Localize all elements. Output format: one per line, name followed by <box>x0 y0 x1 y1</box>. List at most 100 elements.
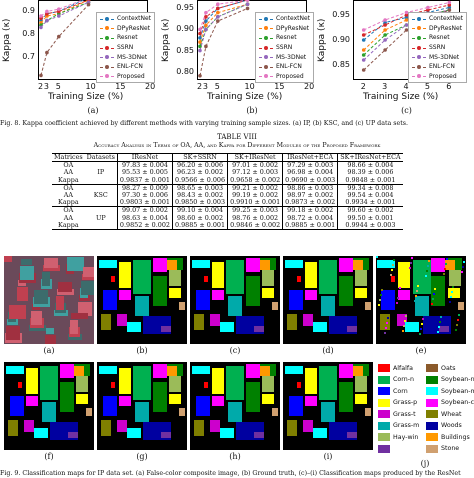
legend-label: MS-3DNet <box>276 53 307 61</box>
chart-subcaption: (b) <box>246 106 258 115</box>
data-point <box>216 6 220 11</box>
class-name: Alfalfa <box>393 364 413 372</box>
series-line-enl-fcn <box>40 4 89 76</box>
value-cell: 99.19 ± 0.002 <box>227 191 283 200</box>
class-color-swatch <box>426 398 438 407</box>
metric-cell: OA <box>63 206 74 215</box>
legend-marker <box>259 54 273 60</box>
data-point <box>383 33 387 37</box>
y-tick-label: 0.7 <box>22 52 35 62</box>
data-point <box>447 8 452 12</box>
x-tick-label: 3 <box>202 82 208 91</box>
legend-label: SSRN <box>276 44 293 52</box>
y-axis-label: Kappa (κ) <box>2 18 12 62</box>
class-legend-item: Grass-p <box>378 398 417 407</box>
data-point <box>39 73 43 78</box>
legend-marker <box>259 16 273 22</box>
legend-marker <box>100 16 114 22</box>
legend-entry: DPyResNet <box>259 24 310 34</box>
value-cell: 99.07 ± 0.002 <box>116 206 173 215</box>
y-tick-label: 0.90 <box>332 35 350 44</box>
class-color-swatch <box>426 410 438 418</box>
value-cell: 0.9885 ± 0.001 <box>282 221 338 230</box>
classification-map <box>97 362 187 450</box>
legend-subcaption: (j) <box>420 459 430 468</box>
y-axis-label: Kappa (κ) <box>161 18 171 62</box>
class-legend-item: Corn <box>378 387 408 395</box>
data-point <box>204 10 208 15</box>
data-point <box>404 13 409 17</box>
legend-entry: MS-3DNet <box>259 52 310 62</box>
value-cell: 97.01 ± 0.002 <box>227 161 283 170</box>
data-point <box>361 33 366 37</box>
dataset-cell: UP <box>95 213 106 222</box>
data-point <box>245 0 250 2</box>
map-subcaption: (b) <box>136 346 148 355</box>
class-name: Soybean-n <box>441 376 474 383</box>
series-line-ms-3dnet <box>199 3 248 51</box>
data-point <box>204 27 208 32</box>
series-line-contextnet <box>40 0 85 21</box>
chart-subcaption: (c) <box>401 106 412 115</box>
table-header-cell: Datasets <box>86 153 115 161</box>
class-name: Stone <box>441 445 460 452</box>
series-line-dpyresnet <box>199 3 248 43</box>
class-color-swatch <box>378 433 390 441</box>
legend-label: DPyResNet <box>276 24 310 32</box>
value-cell: 0.9566 ± 0.006 <box>171 176 228 185</box>
series-line-proposed <box>199 0 248 30</box>
dataset-cell <box>85 199 118 207</box>
value-cell: 98.65 ± 0.003 <box>171 184 228 193</box>
x-tick-label: 10 <box>85 82 96 91</box>
legend-label: SSRN <box>117 44 134 52</box>
table-row: Kappa 0.9803 ± 0.001 0.9850 ± 0.003 0.9910 … <box>52 199 403 207</box>
y-tick-label: 0.90 <box>176 24 194 34</box>
metric-cell: AA <box>63 213 73 222</box>
legend-marker <box>259 64 273 70</box>
class-legend-item: Grass-t <box>378 410 416 418</box>
y-tick-label: 0.9 <box>22 6 35 16</box>
class-legend-item: Hay-win <box>378 433 418 441</box>
data-point <box>39 14 43 18</box>
legend-marker <box>100 54 114 60</box>
legend-label: ENL-FCN <box>117 63 143 71</box>
data-point <box>361 58 366 62</box>
data-point <box>447 5 452 10</box>
legend-marker <box>412 16 426 22</box>
x-tick-label: 15 <box>274 82 285 91</box>
y-tick-label: 0.85 <box>332 60 350 69</box>
x-tick-label: 20 <box>304 82 315 91</box>
x-tick-label: 3 <box>382 82 388 91</box>
legend-label: Proposed <box>429 72 457 80</box>
legend-label: DPyResNet <box>117 24 151 32</box>
legend-marker <box>412 64 426 70</box>
data-point <box>245 6 250 11</box>
classification-map <box>4 362 94 450</box>
y-tick-label: 0.85 <box>176 45 194 55</box>
legend-label: Proposed <box>117 72 145 80</box>
value-cell: 0.9910 ± 0.001 <box>227 199 283 207</box>
y-tick-label: 0.95 <box>176 3 194 13</box>
data-point <box>404 10 409 15</box>
map-subcaption: (d) <box>322 346 334 355</box>
legend-label: SSRN <box>429 44 446 52</box>
legend-entry: MS-3DNet <box>412 52 463 62</box>
class-color-swatch <box>426 421 438 430</box>
value-cell: 97.30 ± 0.006 <box>116 191 173 200</box>
value-cell: 96.23 ± 0.002 <box>171 169 228 177</box>
class-color-swatch <box>426 375 438 384</box>
x-tick-label: 2 <box>37 82 44 91</box>
series-line-proposed <box>40 0 84 17</box>
data-point <box>245 2 250 7</box>
series-line-enl-fcn <box>199 7 248 76</box>
class-legend-item: Corn-n <box>378 375 414 384</box>
class-color-swatch <box>378 387 390 395</box>
metric-cell: Kappa <box>58 175 79 184</box>
value-cell: 0.9848 ± 0.001 <box>337 176 403 185</box>
x-tick-label: 20 <box>145 82 156 91</box>
dataset-cell: IP <box>97 168 105 177</box>
legend-entry: ContextNet <box>412 14 463 24</box>
legend-label: Resnet <box>117 34 138 42</box>
table-row: Kappa 0.9852 ± 0.002 0.9885 ± 0.001 0.9846 … <box>52 221 403 230</box>
class-name: Hay-win <box>393 433 419 441</box>
